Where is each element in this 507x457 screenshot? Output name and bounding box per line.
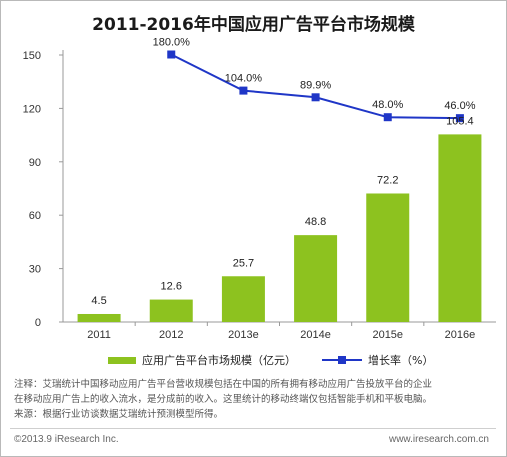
- footer-divider: [10, 428, 496, 429]
- bar: [77, 313, 121, 322]
- note-line-1: 注释：艾瑞统计中国移动应用广告平台营收规模包括在中国的所有拥有移动应用广告投放平…: [14, 379, 433, 390]
- chart-axes: 0 30 60 90 120 150 2011 2012 2013e 2014e 2015e 2016…: [23, 50, 496, 341]
- chart-note: 注释：艾瑞统计中国移动应用广告平台营收规模包括在中国的所有拥有移动应用广告投放平…: [14, 377, 496, 422]
- x-tick-label: 2016e: [445, 329, 476, 341]
- data-labels: 4.5 12.6 25.7 48.8 72.2 105.4 180.0% 104.0% 89.9…: [91, 37, 475, 307]
- x-tick-label: 2013e: [228, 329, 259, 341]
- bar: [294, 235, 338, 322]
- legend-bar-label: 应用广告平台市场规模（亿元）: [142, 354, 296, 367]
- bar-value-label: 25.7: [233, 257, 254, 269]
- bar-value-label: 105.4: [446, 115, 474, 127]
- growth-value-label: 89.9%: [300, 79, 331, 91]
- bar: [438, 134, 482, 322]
- y-tick-label: 60: [29, 210, 41, 222]
- legend-line-swatch: [322, 355, 362, 365]
- growth-point: [311, 93, 320, 102]
- chart-legend: 应用广告平台市场规模（亿元） 增长率（%）: [0, 352, 507, 368]
- legend-line-label: 增长率（%）: [368, 354, 434, 367]
- growth-value-label: 48.0%: [372, 99, 403, 111]
- y-tick-label: 30: [29, 264, 41, 276]
- chart-title: 2011-2016年中国应用广告平台市场规模: [92, 15, 415, 35]
- legend-item-market-size: 应用广告平台市场规模（亿元）: [108, 352, 296, 368]
- bar-series: [77, 134, 482, 322]
- x-tick-label: 2012: [159, 329, 183, 341]
- footer-website: www.iresearch.com.cn: [388, 434, 489, 445]
- x-tick-label: 2011: [87, 329, 111, 341]
- bar-value-label: 4.5: [91, 295, 106, 307]
- note-line-3: 来源：根据行业访谈数据艾瑞统计预测模型所得。: [14, 409, 224, 420]
- growth-point: [455, 114, 464, 123]
- bar: [221, 276, 265, 322]
- growth-value-label: 180.0%: [153, 37, 191, 49]
- legend-item-growth-rate: 增长率（%）: [322, 352, 433, 368]
- growth-point: [239, 86, 248, 95]
- x-tick-label: 2015e: [372, 329, 403, 341]
- note-line-2: 在移动应用广告上的收入流水，是分成前的收入。这里统计的移动终端仅包括智能手机和平…: [14, 394, 433, 405]
- y-tick-label: 120: [23, 103, 41, 115]
- bar-value-label: 72.2: [377, 174, 398, 186]
- growth-line-series: [167, 50, 464, 123]
- footer-copyright: ©2013.9 iResearch Inc.: [14, 434, 119, 445]
- y-tick-label: 150: [23, 50, 41, 62]
- growth-point: [383, 113, 392, 122]
- growth-value-label: 104.0%: [225, 73, 263, 85]
- bar: [149, 299, 193, 322]
- growth-value-label: 46.0%: [444, 100, 475, 112]
- chart-plot: 0 30 60 90 120 150 2011 2012 2013e 2014e 2015e 2016…: [23, 37, 496, 341]
- bar: [366, 193, 410, 322]
- bar-value-label: 12.6: [161, 281, 182, 293]
- legend-bar-swatch: [108, 356, 136, 364]
- growth-point: [167, 50, 176, 59]
- y-tick-label: 90: [29, 157, 41, 169]
- bar-value-label: 48.8: [305, 216, 326, 228]
- x-tick-label: 2014e: [300, 329, 331, 341]
- y-tick-label: 0: [35, 317, 41, 329]
